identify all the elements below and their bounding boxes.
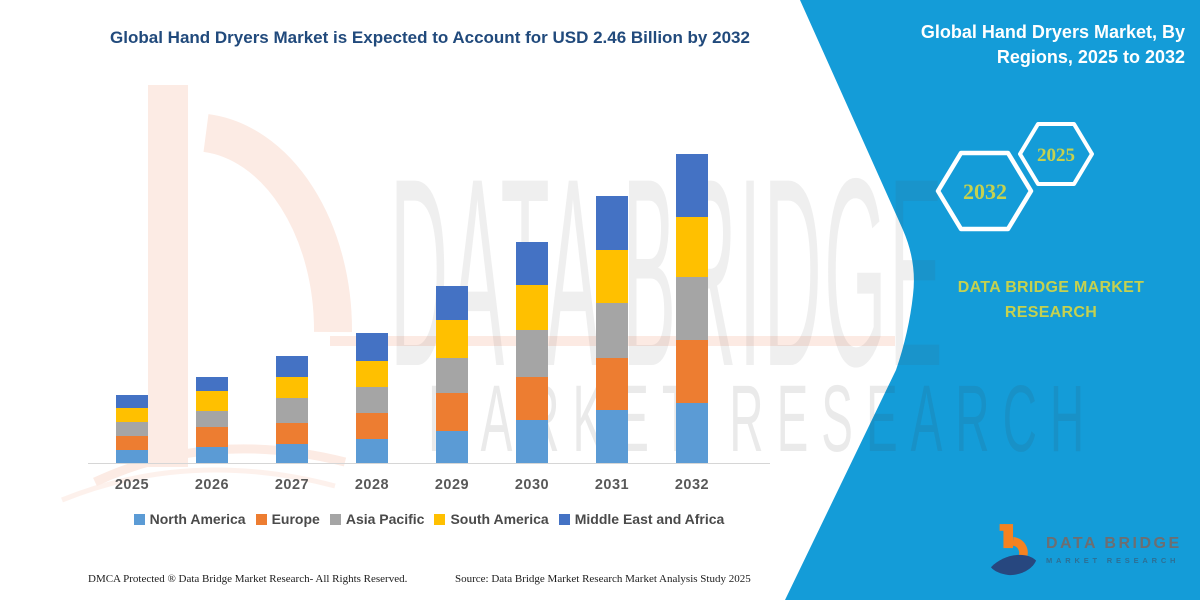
bar-segment [516, 242, 548, 285]
legend-item: North America [133, 511, 246, 527]
x-axis-label: 2025 [114, 477, 150, 493]
x-axis-label: 2032 [674, 477, 710, 493]
bar-segment [436, 320, 468, 358]
bar-segment [196, 377, 228, 391]
legend-label: North America [149, 511, 246, 527]
bar-segment [436, 358, 468, 393]
legend-item: South America [434, 511, 549, 527]
chart-title: Global Hand Dryers Market is Expected to… [110, 28, 750, 47]
bar-segment [596, 250, 628, 303]
x-axis-label: 2031 [594, 477, 630, 493]
bar-segment [676, 154, 708, 217]
stacked-bar-2026 [196, 377, 228, 463]
bar-segment [516, 330, 548, 377]
bar-segment [116, 408, 148, 422]
bar-segment [436, 393, 468, 431]
bar-segment [116, 436, 148, 450]
bar-segment [516, 377, 548, 420]
hexagon-2032 [935, 150, 1034, 232]
legend-swatch [133, 513, 145, 525]
bar-segment [596, 303, 628, 358]
bar-segment [116, 450, 148, 463]
legend-item: Middle East and Africa [558, 511, 725, 527]
logo-subtitle: MARKET RESEARCH [1046, 556, 1180, 565]
bar-segment [676, 277, 708, 340]
stacked-bar-2029 [436, 286, 468, 463]
footer-copyright: DMCA Protected ® Data Bridge Market Rese… [88, 573, 408, 585]
legend-swatch [329, 513, 341, 525]
bar-segment [596, 358, 628, 410]
legend-swatch [255, 513, 267, 525]
bar-segment [436, 431, 468, 463]
stacked-bar-2032 [676, 154, 708, 463]
x-axis-line [88, 463, 770, 464]
hexagon-badges: 2032 2025 [935, 122, 1094, 232]
bar-segment [276, 377, 308, 398]
legend-swatch [558, 513, 570, 525]
bar-segment [116, 422, 148, 436]
legend-label: South America [450, 511, 549, 527]
legend-label: Middle East and Africa [574, 511, 725, 527]
hexagon-2025-label: 2025 [1037, 145, 1075, 166]
x-axis-label: 2026 [194, 477, 230, 493]
hexagon-2032-label: 2032 [963, 179, 1007, 204]
x-axis-label: 2029 [434, 477, 470, 493]
bar-segment [276, 356, 308, 377]
stacked-bar-2025 [116, 395, 148, 463]
bar-segment [196, 447, 228, 463]
bar-segment [276, 423, 308, 444]
stacked-bar-2031 [596, 196, 628, 463]
bar-segment [676, 217, 708, 277]
stacked-bar-2030 [516, 242, 548, 463]
bar-segment [596, 410, 628, 463]
bar-segment [356, 361, 388, 387]
bar-segment [516, 285, 548, 330]
bar-segment [516, 420, 548, 463]
legend-label: Asia Pacific [345, 511, 425, 527]
bar-segment [196, 427, 228, 447]
legend-item: Asia Pacific [329, 511, 425, 527]
hexagon-2025 [1018, 122, 1094, 186]
bar-segment [676, 340, 708, 403]
x-axis-label: 2027 [274, 477, 310, 493]
legend-label: Europe [271, 511, 320, 527]
footer-logo: DATA BRIDGE MARKET RESEARCH [990, 521, 1182, 579]
sidebar-title: Global Hand Dryers Market, By Regions, 2… [920, 22, 1185, 68]
footer-source: Source: Data Bridge Market Research Mark… [455, 573, 751, 585]
bar-segment [436, 286, 468, 320]
stacked-bar-2028 [356, 333, 388, 463]
bar-segment [276, 444, 308, 463]
stacked-bar-2027 [276, 356, 308, 463]
logo-title: DATA BRIDGE [1046, 535, 1182, 552]
data-bridge-logo-icon [990, 524, 1037, 576]
bar-segment [356, 413, 388, 439]
legend-item: Europe [255, 511, 320, 527]
bar-segment [276, 398, 308, 423]
bar-segment [356, 439, 388, 463]
chart-legend: North America Europe Asia Pacific South Ame… [88, 511, 770, 527]
x-axis-label: 2030 [514, 477, 550, 493]
bar-segment [196, 411, 228, 427]
bar-segment [116, 395, 148, 408]
legend-swatch [434, 513, 446, 525]
x-axis-label: 2028 [354, 477, 390, 493]
bar-segment [596, 196, 628, 250]
bar-segment [196, 391, 228, 411]
bar-segment [356, 333, 388, 361]
bar-segment [356, 387, 388, 413]
sidebar-brand-name: DATA BRIDGE MARKET RESEARCH [957, 279, 1145, 321]
bar-segment [676, 403, 708, 463]
